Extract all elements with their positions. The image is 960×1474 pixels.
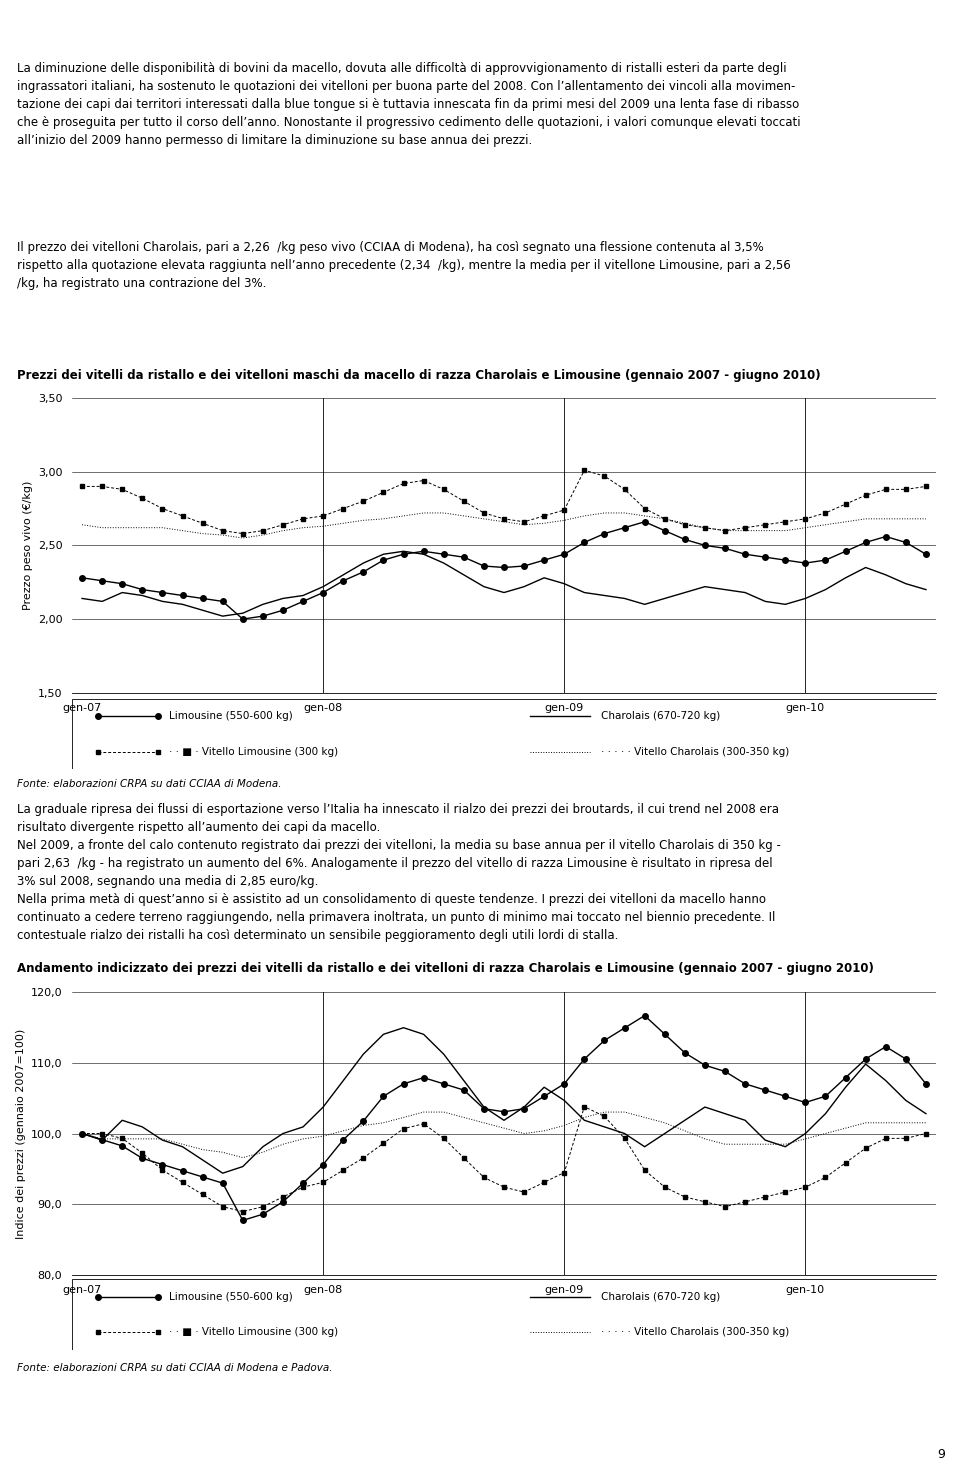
Text: Fonte: elaborazioni CRPA su dati CCIAA di Modena e Padova.: Fonte: elaborazioni CRPA su dati CCIAA d… <box>17 1363 333 1372</box>
Text: La diminuzione delle disponibilità di bovini da macello, dovuta alle difficoltà : La diminuzione delle disponibilità di bo… <box>17 62 801 147</box>
Text: 9: 9 <box>938 1447 946 1461</box>
Y-axis label: Indice dei prezzi (gennaio 2007=100): Indice dei prezzi (gennaio 2007=100) <box>16 1029 27 1238</box>
Text: · · ■ · Vitello Limousine (300 kg): · · ■ · Vitello Limousine (300 kg) <box>169 1328 338 1337</box>
Text: Fonte: elaborazioni CRPA su dati CCIAA di Modena.: Fonte: elaborazioni CRPA su dati CCIAA d… <box>17 780 282 789</box>
Text: Limousine (550-600 kg): Limousine (550-600 kg) <box>169 1293 293 1302</box>
Text: · · · · · Vitello Charolais (300-350 kg): · · · · · Vitello Charolais (300-350 kg) <box>601 1328 789 1337</box>
Text: · · ■ · Vitello Limousine (300 kg): · · ■ · Vitello Limousine (300 kg) <box>169 747 338 756</box>
Text: · · · · · Vitello Charolais (300-350 kg): · · · · · Vitello Charolais (300-350 kg) <box>601 747 789 756</box>
Text: Charolais (670-720 kg): Charolais (670-720 kg) <box>601 712 720 721</box>
Text: Prezzi dei vitelli da ristallo e dei vitelloni maschi da macello di razza Charol: Prezzi dei vitelli da ristallo e dei vit… <box>17 370 821 382</box>
Text: MERCATO DEI VITELLI DA RISTALLO E DEI VITELLONI DA MACELLO: MERCATO DEI VITELLI DA RISTALLO E DEI VI… <box>12 15 602 29</box>
Text: Il prezzo dei vitelloni Charolais, pari a 2,26  /kg peso vivo (CCIAA di Modena),: Il prezzo dei vitelloni Charolais, pari … <box>17 242 791 290</box>
Text: Charolais (670-720 kg): Charolais (670-720 kg) <box>601 1293 720 1302</box>
Text: Andamento indicizzato dei prezzi dei vitelli da ristallo e dei vitelloni di razz: Andamento indicizzato dei prezzi dei vit… <box>17 963 875 974</box>
Y-axis label: Prezzo peso vivo (€/kg): Prezzo peso vivo (€/kg) <box>23 481 34 610</box>
Text: Limousine (550-600 kg): Limousine (550-600 kg) <box>169 712 293 721</box>
Text: La graduale ripresa dei flussi di esportazione verso l’Italia ha innescato il ri: La graduale ripresa dei flussi di esport… <box>17 803 781 942</box>
